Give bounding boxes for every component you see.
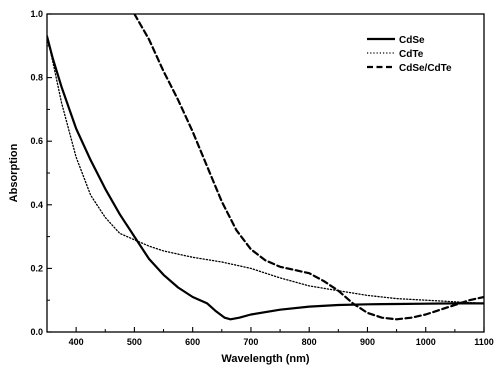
- x-tick-label: 1100: [474, 337, 494, 347]
- y-tick-label: 0.8: [30, 73, 43, 83]
- x-tick-label: 400: [69, 337, 84, 347]
- legend-label-1: CdSe: [399, 35, 425, 46]
- y-tick-label: 0.2: [30, 263, 43, 273]
- plot-frame: [46, 13, 485, 333]
- legend: CdSe CdTe CdSe/CdTe: [367, 35, 452, 74]
- series-line-3: [133, 14, 484, 321]
- series-line-2: [47, 35, 484, 305]
- x-tick-label: 500: [127, 337, 142, 347]
- x-tick-label: 700: [243, 337, 258, 347]
- x-tick-label: 1000: [416, 337, 436, 347]
- legend-label-3: CdSe/CdTe: [399, 63, 452, 74]
- y-tick-label: 0.6: [30, 136, 43, 146]
- x-tick-label: 600: [185, 337, 200, 347]
- ticks-layer: 400 500 600 700 800 900 1000 1100 0.0 0.2 0.4 0.6 0.…: [30, 9, 493, 347]
- legend-label-2: CdTe: [399, 49, 424, 60]
- y-tick-label: 0.4: [30, 200, 43, 210]
- series-layer: [47, 14, 484, 321]
- y-tick-label: 0.0: [30, 327, 43, 337]
- y-tick-label: 1.0: [30, 9, 43, 19]
- y-axis-label: Absorption: [8, 143, 20, 202]
- x-tick-label: 800: [302, 337, 317, 347]
- series-line-1: [47, 35, 484, 321]
- x-axis-label: Wavelength (nm): [221, 353, 310, 365]
- x-tick-label: 900: [360, 337, 375, 347]
